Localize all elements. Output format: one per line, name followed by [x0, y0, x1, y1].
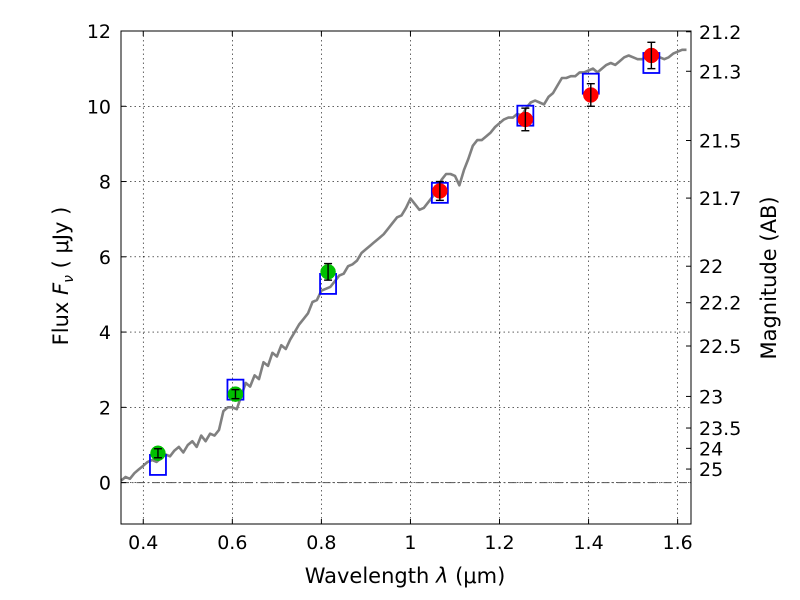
x-tick-label: 1: [404, 532, 416, 554]
y2-tick-label: 21.2: [699, 22, 741, 44]
x-tick-label: 1.2: [484, 532, 514, 554]
y2-tick-label: 22.2: [699, 293, 741, 315]
y2-axis-label: Magnitude (AB): [757, 196, 781, 359]
x-tick-label: 1.6: [663, 532, 693, 554]
y2-tick-label: 23.5: [699, 418, 741, 440]
grid: [121, 30, 691, 524]
y-tick-label: 8: [99, 172, 111, 194]
x-axis-label: Wavelength λ (μm): [305, 564, 506, 588]
x-tick-label: 0.4: [128, 532, 158, 554]
model-spectrum-line: [120, 48, 687, 482]
x-tick-label: 1.4: [573, 532, 603, 554]
y2-tick-label: 23: [699, 386, 723, 408]
y-tick-label: 10: [87, 96, 111, 118]
y-tick-label: 2: [99, 397, 111, 419]
y2-tick-label: 21.7: [699, 188, 741, 210]
x-tick-label: 0.8: [306, 532, 336, 554]
y-tick-label: 6: [99, 247, 111, 269]
y2-tick-label: 24: [699, 438, 723, 460]
y2-tick-label: 25: [699, 459, 723, 481]
plot-frame: [120, 30, 692, 525]
y-tick-label: 12: [87, 21, 111, 43]
y2-tick-label: 21.5: [699, 131, 741, 153]
y-tick-label: 4: [99, 322, 111, 344]
y-tick-label: 0: [99, 473, 111, 495]
y2-tick-label: 21.3: [699, 61, 741, 83]
y-axis-label: Flux Fν ( μJy ): [49, 207, 77, 346]
y2-tick-label: 22.5: [699, 336, 741, 358]
x-tick-label: 0.6: [217, 532, 247, 554]
series-layer: [120, 41, 691, 484]
y2-tick-label: 22: [699, 256, 723, 278]
